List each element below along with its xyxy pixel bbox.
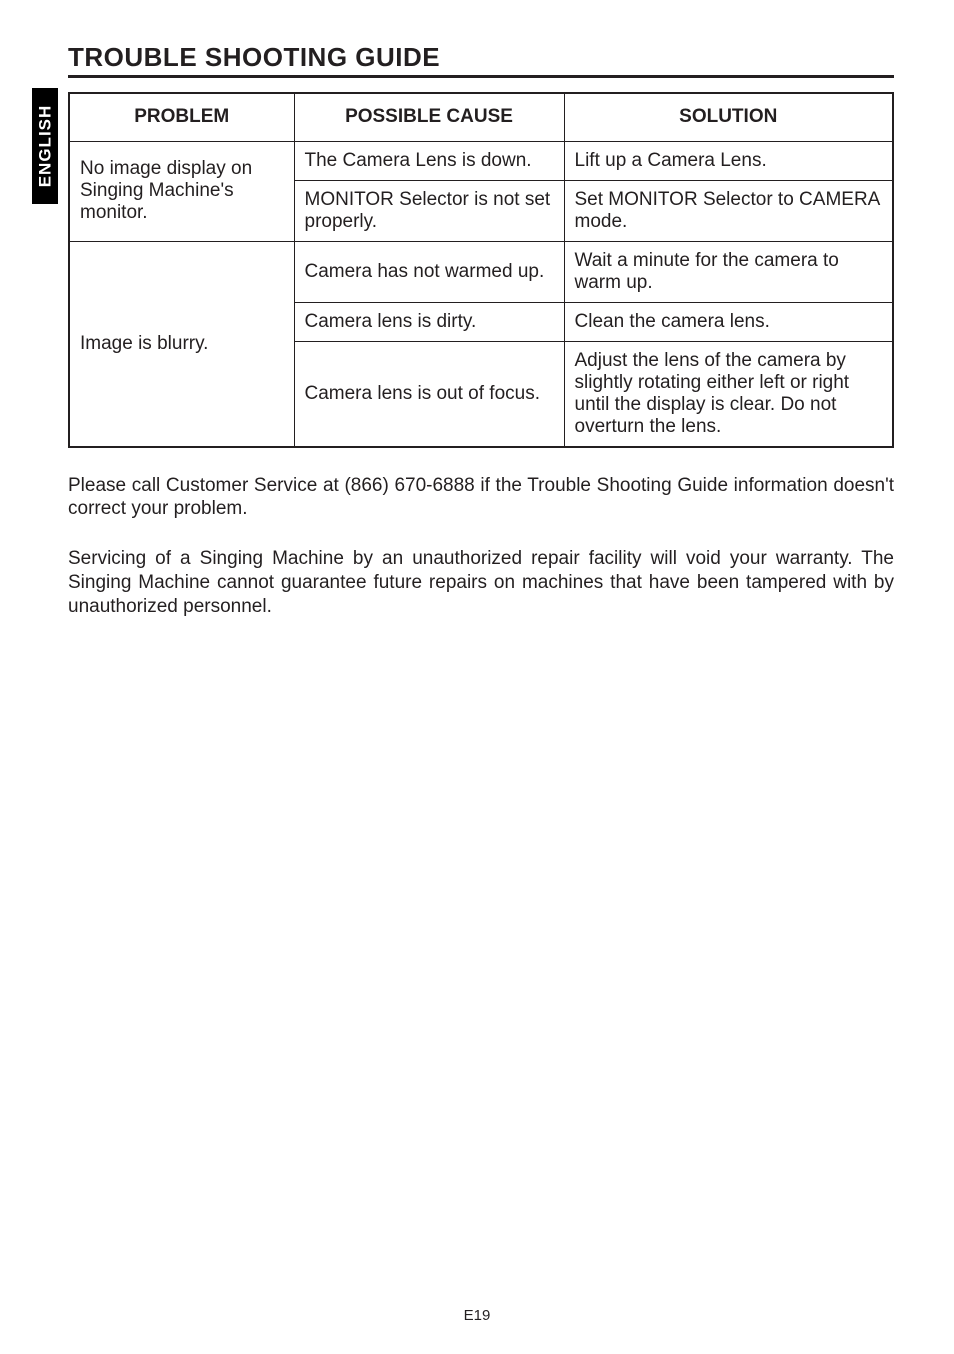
content-area: TROUBLE SHOOTING GUIDE PROBLEM POSSIBLE … xyxy=(68,42,894,618)
cell-solution2a: Wait a minute for the camera to warm up. xyxy=(564,241,893,302)
cell-problem2: Image is blurry. xyxy=(69,241,294,447)
troubleshooting-table: PROBLEM POSSIBLE CAUSE SOLUTION No image… xyxy=(68,92,894,448)
col-header-solution: SOLUTION xyxy=(564,93,893,141)
page-container: ENGLISH TROUBLE SHOOTING GUIDE PROBLEM P… xyxy=(0,0,954,1354)
language-tab: ENGLISH xyxy=(32,88,58,204)
paragraph-customer-service: Please call Customer Service at (866) 67… xyxy=(68,474,894,522)
page-title: TROUBLE SHOOTING GUIDE xyxy=(68,42,894,78)
cell-cause2b: Camera lens is dirty. xyxy=(294,302,564,341)
table-row: Image is blurry. Camera has not warmed u… xyxy=(69,241,893,302)
col-header-problem: PROBLEM xyxy=(69,93,294,141)
paragraph-warranty: Servicing of a Singing Machine by an una… xyxy=(68,547,894,618)
cell-cause1a: The Camera Lens is down. xyxy=(294,141,564,180)
table-header-row: PROBLEM POSSIBLE CAUSE SOLUTION xyxy=(69,93,893,141)
table-row: No image display on Singing Machine's mo… xyxy=(69,141,893,180)
cell-problem1: No image display on Singing Machine's mo… xyxy=(69,141,294,241)
cell-cause2c: Camera lens is out of focus. xyxy=(294,341,564,447)
cell-solution2b: Clean the camera lens. xyxy=(564,302,893,341)
cell-solution1b: Set MONITOR Selector to CAMERA mode. xyxy=(564,180,893,241)
language-tab-label: ENGLISH xyxy=(35,105,55,188)
cell-solution2c: Adjust the lens of the camera by slightl… xyxy=(564,341,893,447)
page-number: E19 xyxy=(0,1307,954,1324)
cell-cause2a: Camera has not warmed up. xyxy=(294,241,564,302)
cell-cause1b: MONITOR Selector is not set properly. xyxy=(294,180,564,241)
col-header-cause: POSSIBLE CAUSE xyxy=(294,93,564,141)
cell-solution1a: Lift up a Camera Lens. xyxy=(564,141,893,180)
